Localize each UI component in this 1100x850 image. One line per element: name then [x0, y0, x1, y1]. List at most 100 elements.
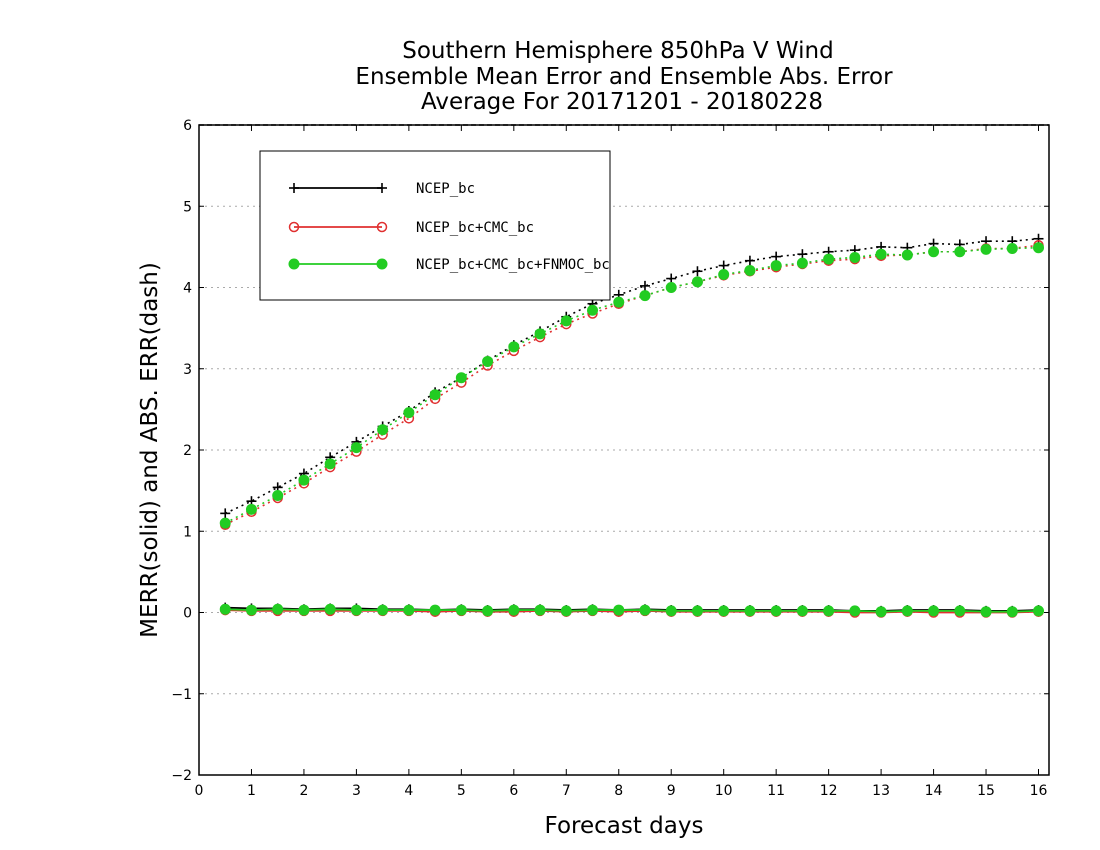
abs-err-point [482, 355, 494, 367]
x-tick-label: 9 [667, 783, 676, 799]
y-tick-label: 6 [183, 118, 192, 134]
title-line-1: Southern Hemisphere 850hPa V Wind [402, 38, 833, 64]
legend-marker-left [289, 183, 299, 193]
legend-label: NCEP_bc+CMC_bc [416, 220, 534, 236]
merr-point [1006, 606, 1018, 618]
x-tick-label: 12 [820, 783, 838, 799]
abs-err-point [797, 249, 808, 260]
abs-err-point [980, 243, 992, 255]
merr-point [875, 606, 887, 618]
x-tick-label: 10 [715, 783, 733, 799]
x-tick-label: 16 [1030, 783, 1048, 799]
abs-err-point [350, 442, 362, 454]
y-tick-label: 4 [183, 281, 192, 297]
merr-point [403, 604, 415, 616]
abs-err-point [1033, 242, 1045, 254]
x-tick-label: 8 [614, 783, 623, 799]
abs-err-point [796, 257, 808, 269]
legend-marker-right [376, 221, 388, 233]
legend-box [259, 150, 611, 301]
merr-point [219, 603, 231, 615]
abs-err-point [377, 424, 389, 436]
merr-point [272, 603, 284, 615]
merr-point [744, 605, 756, 617]
merr-point [849, 605, 861, 617]
x-tick-label: 11 [767, 783, 785, 799]
merr-point [560, 605, 572, 617]
abs-err-point [324, 458, 336, 470]
chart-title: Southern Hemisphere 850hPa V Wind Ensemb… [355, 38, 893, 115]
x-tick-label: 5 [457, 783, 466, 799]
merr-point [482, 605, 494, 617]
title-line-3: Average For 20171201 - 20180228 [421, 89, 823, 115]
merr-point [639, 604, 651, 616]
x-tick-label: 15 [977, 783, 995, 799]
abs-err-point [718, 269, 730, 280]
merr-point [954, 605, 966, 617]
abs-err-point [455, 372, 467, 384]
merr-point [718, 605, 730, 617]
abs-err-point [639, 290, 651, 302]
merr-point [1033, 605, 1045, 617]
y-tick-label: 3 [183, 362, 192, 378]
x-tick-label: 2 [299, 783, 308, 799]
abs-err-point [272, 490, 284, 501]
merr-point [350, 604, 362, 616]
y-tick-label: −1 [171, 687, 192, 703]
legend-label: NCEP_bc+CMC_bc+FNMOC_bc [416, 257, 610, 273]
abs-err-point [587, 304, 599, 316]
abs-err-point [954, 246, 966, 258]
x-tick-label: 0 [195, 783, 204, 799]
abs-err-point [771, 251, 782, 262]
merr-point [324, 603, 336, 615]
y-tick-label: 0 [183, 606, 192, 622]
merr-point [534, 604, 546, 616]
abs-err-point [770, 260, 782, 272]
abs-err-point [1006, 243, 1018, 254]
abs-err-point [534, 328, 546, 340]
series-layer [219, 233, 1045, 618]
merr-point [691, 605, 703, 617]
abs-err-point [875, 248, 887, 260]
abs-err-point [666, 273, 677, 284]
abs-err-point [691, 276, 703, 288]
merr-point [613, 604, 625, 616]
x-tick-label: 13 [872, 783, 890, 799]
abs-err-point [744, 255, 755, 266]
abs-err-point [665, 282, 677, 293]
abs-err-point [639, 280, 650, 291]
x-tick-label: 6 [509, 783, 518, 799]
abs-err-point [1033, 233, 1044, 244]
abs-err-point [849, 251, 861, 263]
abs-err-point [744, 264, 756, 276]
x-tick-label: 4 [404, 783, 413, 799]
legend-marker-right [376, 258, 388, 270]
abs-err-point [508, 341, 520, 353]
abs-err-point [718, 260, 729, 271]
merr-point [587, 604, 599, 616]
abs-err-point [403, 407, 415, 419]
abs-err-point [613, 296, 625, 308]
legend-marker-left [288, 258, 300, 270]
merr-point [770, 605, 782, 617]
abs-err-point [823, 253, 835, 265]
merr-point [455, 604, 467, 616]
x-tick-label: 3 [352, 783, 361, 799]
merr-point [298, 604, 310, 616]
legend: NCEP_bc NCEP_bc+CMC_bc NCEP_bc+CMC_bc+FNMO… [259, 150, 611, 301]
x-tick-label: 1 [247, 783, 256, 799]
legend-marker-right [377, 183, 387, 193]
merr-point [665, 605, 677, 617]
x-axis-title: Forecast days [545, 813, 704, 839]
abs-err-point [692, 266, 703, 277]
merr-point [796, 605, 808, 617]
y-tick-label: 2 [183, 443, 192, 459]
abs-err-point [901, 249, 913, 261]
y-tick-label: −2 [171, 768, 192, 784]
abs-err-point [560, 315, 572, 327]
merr-point [429, 604, 441, 616]
legend-marker-left [288, 221, 300, 233]
abs-err-point [220, 508, 231, 519]
